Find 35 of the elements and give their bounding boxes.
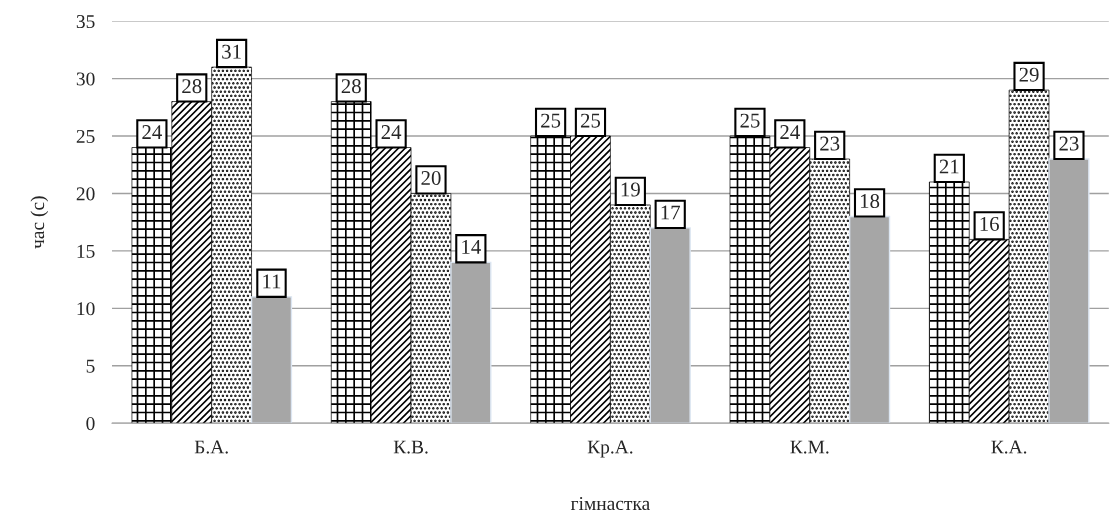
data-label: 25 (740, 113, 760, 128)
data-label: 24 (780, 125, 800, 139)
y-tick-label: 25 (76, 129, 95, 143)
y-tick-label: 0 (86, 417, 95, 431)
data-label: 14 (462, 240, 481, 254)
y-tick-label: 30 (76, 72, 95, 86)
data-label: 23 (1059, 136, 1079, 151)
y-tick-label: 10 (77, 302, 95, 316)
x-tick-label: К.А. (991, 440, 1027, 454)
x-axis-title: гімнастка (570, 497, 650, 511)
y-tick-label: 5 (86, 359, 95, 373)
y-tick-label: 15 (77, 244, 95, 258)
y-tick-label: 35 (76, 15, 95, 29)
data-label: 28 (341, 79, 361, 94)
data-label: 23 (820, 136, 840, 151)
data-label: 17 (661, 205, 681, 220)
x-tick-label: Б.А. (194, 440, 228, 454)
data-label: 18 (860, 193, 880, 209)
data-label: 19 (621, 182, 640, 197)
data-label: 21 (939, 159, 959, 174)
data-label: 24 (142, 125, 162, 139)
x-tick-label: К.М. (790, 440, 829, 454)
data-label: 11 (263, 274, 281, 289)
data-label: 20 (421, 171, 441, 186)
data-label: 31 (222, 44, 241, 59)
data-label: 28 (182, 79, 202, 94)
x-tick-label: Кр.А. (587, 440, 633, 458)
data-label: 24 (381, 125, 402, 139)
data-label: 16 (980, 217, 999, 232)
data-label: 25 (541, 113, 561, 128)
data-label: 29 (1019, 67, 1039, 82)
x-tick-label: К.В. (393, 440, 428, 454)
y-tick-label: 20 (76, 187, 95, 201)
y-axis-title: час (с) (30, 196, 49, 249)
data-label: 25 (580, 113, 601, 128)
